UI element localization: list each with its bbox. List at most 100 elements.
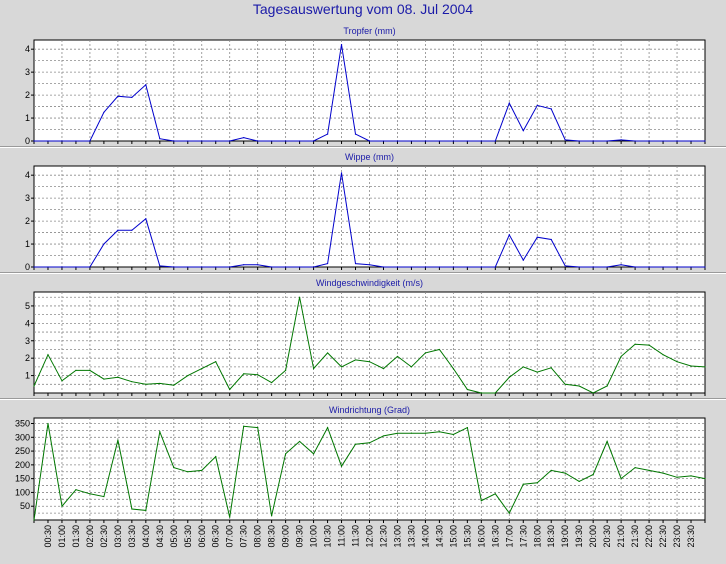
data-point (648, 140, 650, 142)
x-tick-label: 09:30 (295, 525, 305, 548)
y-tick-label: 100 (15, 487, 30, 497)
y-tick-label: 1 (25, 239, 30, 249)
data-point (466, 388, 468, 391)
data-point (662, 140, 664, 142)
data-point (564, 383, 566, 385)
x-tick-label: 08:30 (267, 525, 277, 548)
data-point (676, 140, 678, 142)
data-point (103, 243, 105, 245)
data-point (662, 354, 664, 356)
data-point (480, 392, 482, 394)
data-point (648, 266, 650, 268)
data-point (634, 343, 636, 345)
data-point (257, 374, 259, 376)
data-point (382, 140, 385, 142)
x-tick-label: 11:00 (337, 525, 347, 547)
data-point (117, 95, 119, 97)
data-point (438, 348, 440, 351)
chart-title: Tropfer (mm) (343, 26, 395, 36)
x-tick-label: 17:00 (504, 525, 514, 548)
panel-separator (0, 146, 726, 148)
data-point (480, 140, 482, 142)
data-point (47, 266, 49, 268)
data-point (117, 439, 119, 441)
data-point (410, 432, 413, 434)
data-point (704, 140, 706, 142)
data-point (536, 236, 538, 238)
data-point (131, 229, 133, 231)
data-point (285, 453, 287, 455)
data-point (662, 472, 664, 474)
data-point (396, 266, 399, 268)
data-point (578, 266, 580, 268)
data-point (257, 140, 259, 142)
chart-title: Wippe (mm) (345, 152, 394, 162)
x-tick-label: 16:00 (476, 525, 486, 548)
y-tick-label: 350 (15, 419, 30, 429)
data-point (131, 96, 133, 98)
data-point (634, 266, 636, 268)
y-tick-label: 1 (25, 113, 30, 123)
data-point (75, 266, 77, 268)
data-point (578, 480, 580, 483)
chart-panel: 1 2 3 4 5 Windgeschwindigkeit (m/s) (25, 278, 706, 396)
x-tick-label: 05:00 (169, 525, 179, 548)
data-point (187, 471, 189, 473)
data-point (187, 140, 189, 142)
data-point (536, 104, 538, 107)
x-tick-label: 08:00 (253, 525, 263, 548)
data-point (103, 378, 105, 380)
data-point (47, 354, 49, 356)
data-point (285, 266, 287, 268)
x-tick-label: 04:00 (141, 525, 151, 548)
x-tick-label: 04:30 (155, 525, 165, 548)
y-tick-label: 50 (20, 501, 30, 511)
data-point (592, 392, 594, 394)
data-point (690, 365, 692, 367)
data-point (312, 453, 315, 455)
data-point (676, 476, 678, 478)
y-tick-label: 4 (25, 318, 30, 328)
data-point (410, 140, 413, 142)
data-point (620, 355, 622, 358)
data-point (690, 475, 692, 477)
data-point (340, 43, 343, 46)
data-point (494, 392, 496, 394)
data-point (47, 422, 49, 425)
data-point (159, 265, 161, 267)
x-tick-label: 07:30 (239, 525, 249, 548)
y-tick-label: 3 (25, 193, 30, 203)
data-point (243, 425, 245, 427)
y-tick-label: 150 (15, 474, 30, 484)
y-tick-label: 1 (25, 371, 30, 381)
data-point (354, 133, 357, 135)
data-point (648, 344, 650, 346)
data-point (201, 469, 203, 471)
data-point (704, 478, 706, 480)
y-tick-label: 4 (25, 170, 30, 180)
x-tick-label: 14:00 (420, 525, 430, 548)
data-point (75, 140, 77, 142)
x-tick-label: 06:30 (211, 525, 221, 548)
x-tick-label: 21:00 (616, 525, 626, 548)
data-point (550, 367, 552, 369)
panel-separator (0, 272, 726, 274)
data-point (354, 443, 357, 445)
data-point (522, 130, 524, 132)
x-tick-label: 07:00 (225, 525, 235, 548)
data-point (326, 427, 329, 429)
data-point (480, 500, 482, 502)
x-tick-label: 06:00 (197, 525, 207, 548)
data-point (215, 140, 217, 142)
data-point (173, 467, 175, 469)
data-point (173, 266, 175, 268)
data-point (382, 435, 385, 437)
x-tick-label: 09:00 (281, 525, 291, 548)
data-point (368, 442, 371, 444)
data-point (368, 140, 371, 142)
data-point (382, 368, 385, 370)
data-point (704, 266, 706, 268)
data-point (452, 433, 454, 436)
data-point (340, 465, 343, 467)
